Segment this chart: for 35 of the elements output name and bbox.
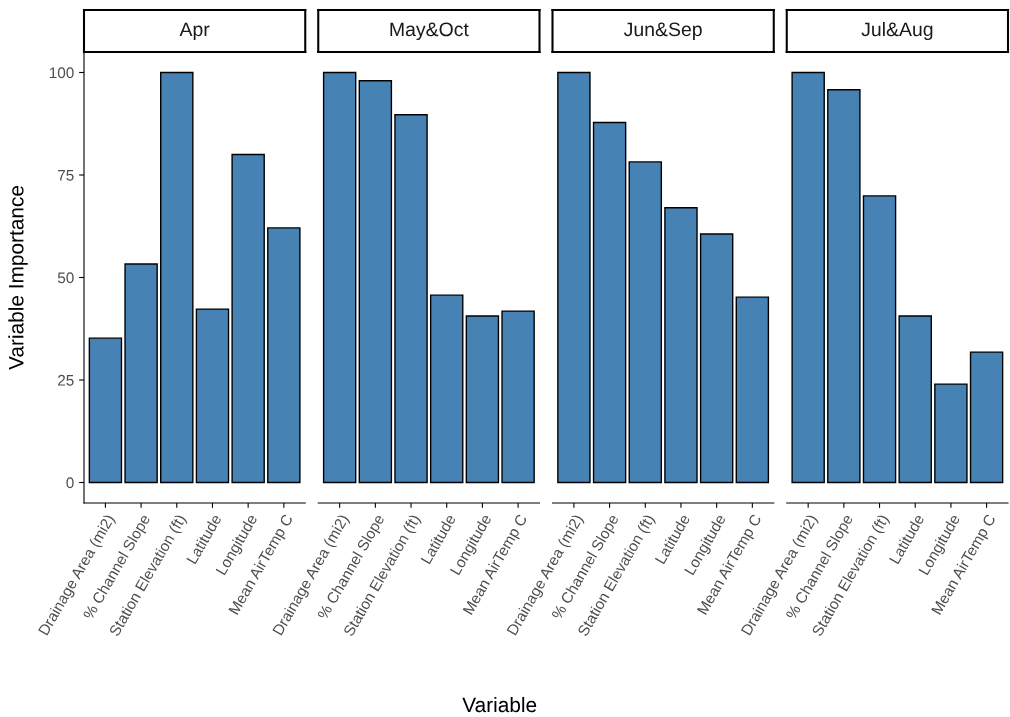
bar [429,294,464,484]
bar [628,161,663,484]
bar [898,315,932,484]
chart-title: Apr [179,22,210,41]
y-tick-label: 100 [49,67,74,79]
bar [160,71,194,484]
chart-title: May&Oct [390,22,469,41]
y-tick-label: 0 [66,477,74,489]
bar [501,310,535,484]
bar [88,337,123,484]
bar [862,195,897,484]
bar [322,71,357,484]
y-axis-title: Variable Importance [8,185,28,370]
bar [592,121,627,484]
bar [827,89,861,484]
bar [791,71,825,484]
bar [267,227,301,484]
bar [735,296,770,484]
y-tick-label: 50 [57,272,74,284]
bar [465,315,500,484]
bar [394,114,428,484]
bar [699,233,734,484]
bar [124,263,158,484]
y-tick-label: 25 [58,374,74,386]
bar [934,383,968,484]
y-tick-label: 75 [58,170,74,181]
bar [969,351,1004,484]
bar [557,71,591,484]
bar [664,207,698,484]
bar [195,308,230,484]
bar [358,80,393,484]
x-axis-title: Variable [462,696,537,713]
chart-title: Jun&Sep [623,22,702,41]
bar [231,153,265,484]
chart-title: Jul&Aug [861,21,933,41]
